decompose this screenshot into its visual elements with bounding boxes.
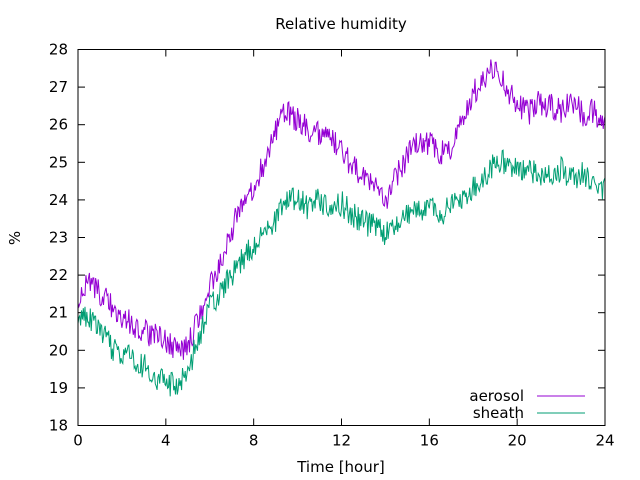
y-tick-label: 21 (49, 304, 68, 322)
x-tick-label: 8 (249, 432, 259, 450)
series-line-sheath (77, 149, 606, 397)
y-tick-label: 23 (49, 229, 68, 247)
chart-title: Relative humidity (275, 15, 407, 33)
y-tick-label: 22 (49, 266, 68, 284)
x-tick-label: 4 (161, 432, 171, 450)
legend-label-sheath: sheath (473, 404, 524, 422)
y-axis-label: % (6, 231, 24, 245)
plot-frame (77, 49, 606, 426)
legend-label-aerosol: aerosol (469, 387, 524, 405)
x-axis-label: Time [hour] (296, 458, 385, 476)
y-tick-label: 19 (49, 379, 68, 397)
y-tick-label: 26 (49, 116, 68, 134)
y-tick-label: 27 (49, 78, 68, 96)
y-tick-label: 18 (49, 417, 68, 435)
series-layer (77, 59, 606, 397)
axis-ticks: 0 4 8 12 16 20 24 18 19 20 21 22 23 24 25 26 27 28 (49, 41, 615, 450)
x-tick-label: 0 (73, 432, 83, 450)
series-line-aerosol (77, 59, 606, 360)
y-tick-label: 25 (49, 153, 68, 171)
y-tick-label: 24 (49, 191, 68, 209)
x-tick-label: 16 (420, 432, 439, 450)
y-tick-label: 20 (49, 341, 68, 359)
x-tick-label: 24 (595, 432, 614, 450)
y-tick-label: 28 (49, 41, 68, 59)
x-tick-label: 20 (508, 432, 527, 450)
x-tick-label: 12 (332, 432, 351, 450)
